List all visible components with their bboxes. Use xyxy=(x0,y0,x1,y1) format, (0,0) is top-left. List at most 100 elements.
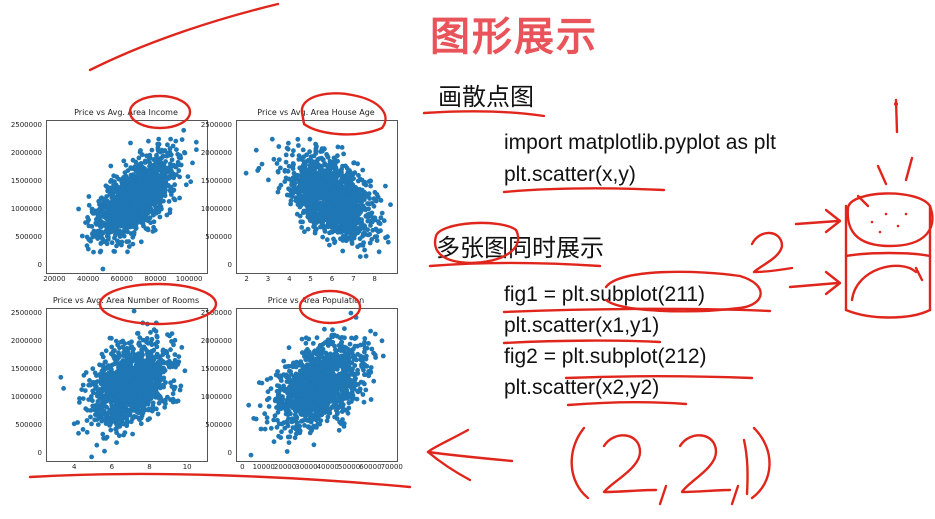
scatter-point xyxy=(104,241,110,247)
y-tick-label: 1000000 xyxy=(10,205,42,214)
scatter-point xyxy=(102,359,108,365)
scatter-point xyxy=(345,229,351,235)
scatter-point xyxy=(136,155,142,161)
scatter-point xyxy=(131,392,136,397)
scatter-point xyxy=(101,435,106,441)
scatter-point xyxy=(137,392,143,398)
scatter-point xyxy=(100,431,106,437)
scatter-point xyxy=(351,160,356,166)
scatter-point xyxy=(108,427,114,433)
scatter-point xyxy=(259,161,265,167)
scatter-point xyxy=(330,198,336,204)
scatter-point xyxy=(307,216,312,222)
scatter-point xyxy=(79,387,85,392)
x-tick-label: 100000 xyxy=(175,275,203,283)
scatter-point xyxy=(145,340,151,346)
y-tick-label: 1000000 xyxy=(10,393,42,402)
scatter-point xyxy=(302,162,308,168)
scatter-point xyxy=(340,163,345,169)
scatter-point xyxy=(115,230,121,236)
scatter-point xyxy=(109,177,114,183)
scatter-point xyxy=(324,209,329,214)
scatter-point xyxy=(102,394,107,399)
scatter-point xyxy=(128,165,134,171)
scatter-point xyxy=(371,215,377,221)
scatter-point xyxy=(95,422,101,427)
scatter-point xyxy=(158,163,164,169)
scatter-point xyxy=(170,399,176,405)
scatter-point xyxy=(169,339,174,344)
scatter-point xyxy=(80,427,86,432)
scatter-point xyxy=(95,379,100,384)
scatter-point xyxy=(153,320,159,326)
code-line-import: import matplotlib.pyplot as plt xyxy=(504,131,776,154)
scatter-point xyxy=(177,174,183,180)
scatter-point xyxy=(335,153,340,159)
scatter-point xyxy=(296,143,301,148)
scatter-point xyxy=(122,397,128,402)
scatter-point xyxy=(83,406,89,412)
scatter-point xyxy=(111,218,116,224)
scatter-point xyxy=(176,168,182,174)
scatter-point xyxy=(99,368,105,374)
scatter-point xyxy=(354,215,360,221)
scatter-point xyxy=(153,384,158,390)
scatter-point xyxy=(106,390,112,396)
scatter-point xyxy=(266,404,272,409)
scatter-point xyxy=(167,364,173,370)
scatter-point xyxy=(290,190,296,196)
scatter-point xyxy=(357,242,363,248)
scatter-point xyxy=(139,398,144,403)
scatter-plot-income: Price vs Avg. Area Income 0 500000 1000000 1… xyxy=(0,108,216,294)
scatter-point xyxy=(313,141,318,147)
scatter-point xyxy=(137,416,142,422)
scatter-point xyxy=(342,195,348,201)
scatter-point xyxy=(368,328,373,334)
scatter-point xyxy=(165,354,171,359)
y-tick-label: 0 xyxy=(227,449,232,458)
scatter-point xyxy=(124,346,130,351)
scatter-point xyxy=(136,340,142,346)
scatter-point xyxy=(77,400,82,405)
scatter-point xyxy=(355,230,361,236)
scatter-point xyxy=(167,207,173,212)
scatter-point xyxy=(358,193,364,199)
scatter-point xyxy=(179,345,185,350)
scatter-point xyxy=(334,224,339,229)
y-tick-label: 1500000 xyxy=(10,176,42,185)
scatter-point xyxy=(168,192,174,197)
scatter-point xyxy=(188,179,194,185)
scatter-point xyxy=(314,335,320,341)
slide-title: 图形展示 xyxy=(430,14,598,60)
x-tick-label: 5 xyxy=(308,275,313,283)
scatter-point xyxy=(316,195,322,201)
scatter-point xyxy=(146,406,152,412)
scatter-point xyxy=(142,192,147,198)
scatter-point xyxy=(125,249,130,255)
scatter-point xyxy=(136,364,141,370)
scatter-point xyxy=(356,173,361,178)
scatter-point xyxy=(98,376,104,381)
scatter-plot-rooms: Price vs Avg. Area Number of Rooms 0 50000… xyxy=(0,296,216,482)
scatter-point xyxy=(327,204,332,210)
scatter-points xyxy=(58,308,188,460)
scatter-point xyxy=(179,137,185,142)
scatter-point xyxy=(264,377,270,382)
scatter-point xyxy=(343,207,349,212)
scatter-point xyxy=(121,375,126,381)
y-tick-label: 2500000 xyxy=(10,120,42,129)
scatter-point xyxy=(157,362,163,368)
scatter-point xyxy=(124,239,130,245)
scatter-point xyxy=(121,229,126,235)
scatter-point xyxy=(360,392,366,397)
scatter-point xyxy=(364,194,369,199)
scatter-point xyxy=(167,188,173,194)
y-tick-label: 1500000 xyxy=(200,364,232,373)
scatter-point xyxy=(388,202,393,208)
scatter-point xyxy=(118,339,124,345)
scatter-point xyxy=(177,387,183,393)
scatter-point xyxy=(109,240,115,246)
x-tick-label: 2 xyxy=(244,275,249,283)
scatter-point xyxy=(145,211,150,216)
scatter-point xyxy=(122,211,127,217)
